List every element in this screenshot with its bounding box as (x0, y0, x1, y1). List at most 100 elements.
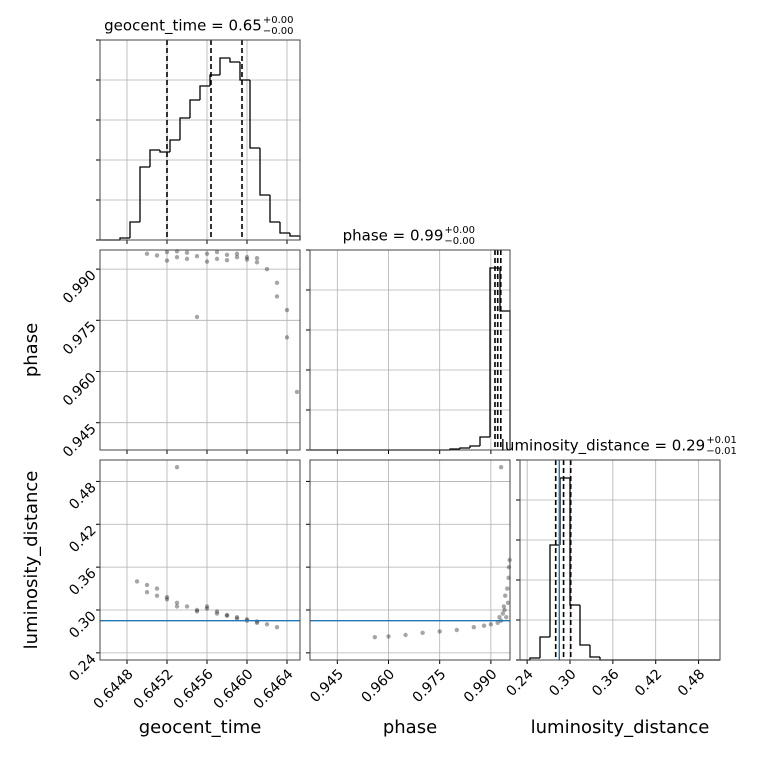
sample-point (244, 254, 250, 260)
sample-point (497, 614, 502, 620)
histogram-step (279, 222, 290, 234)
sample-point (224, 612, 230, 618)
title-text: luminosity_distance = 0.29 (501, 437, 705, 456)
histogram-step (239, 62, 250, 81)
sample-point (274, 280, 280, 285)
sample-point (184, 250, 190, 255)
y-tick-label: 0.990 (60, 267, 100, 307)
y-tick-label: 0.975 (60, 319, 100, 359)
y-tick-label: 0.42 (66, 523, 99, 556)
sample-point (254, 619, 260, 624)
x-tick-label: 0.48 (675, 666, 708, 699)
x-tick-label: 0.24 (503, 666, 536, 699)
histogram-step (229, 58, 240, 63)
sample-point (234, 614, 240, 620)
sample-point (194, 607, 200, 613)
sample-point (481, 623, 487, 628)
sample-point (234, 254, 240, 260)
plot-frame (99, 39, 301, 241)
sample-point (284, 335, 290, 340)
sample-point (234, 616, 240, 621)
histogram-step (149, 149, 160, 167)
histogram-step (209, 74, 220, 86)
sample-point (244, 257, 250, 262)
sample-point (214, 249, 220, 255)
sample-point (284, 307, 290, 313)
x-axis-label: geocent_time (139, 717, 262, 738)
x-tick-label: 0.975 (410, 666, 450, 706)
sample-point (254, 255, 260, 261)
histogram-step (269, 195, 280, 223)
histogram-step (199, 85, 210, 100)
sample-point (164, 258, 170, 263)
title-lower: −0.01 (706, 446, 737, 457)
histogram-step (179, 117, 190, 140)
title-text: phase = 0.99 (343, 227, 444, 245)
histogram-step (539, 636, 550, 658)
sample-point (224, 613, 230, 618)
histogram-step (549, 544, 560, 637)
sample-point (506, 564, 512, 570)
sample-point (204, 259, 210, 264)
title-upper: +0.01 (706, 435, 737, 446)
x-axis-label: phase (383, 717, 437, 738)
sample-point (144, 589, 150, 595)
plot-frame (309, 249, 511, 451)
title-upper: +0.00 (444, 225, 475, 236)
plot-background (310, 250, 510, 450)
histogram-step (529, 657, 540, 660)
x-tick-label: 0.6448 (91, 666, 137, 712)
sample-point (164, 249, 170, 255)
x-tick-label: 0.30 (546, 666, 579, 699)
sample-point (214, 256, 220, 262)
x-tick-label: 0.42 (632, 666, 665, 699)
sample-point (144, 582, 150, 588)
sample-point (504, 614, 509, 620)
sample-point (144, 251, 150, 256)
sample-point (184, 256, 190, 262)
histogram-step (459, 447, 470, 449)
sample-point (274, 624, 280, 630)
sample-point (386, 634, 391, 639)
sample-point (224, 258, 230, 263)
plot-background (100, 40, 300, 240)
plot-frame (519, 459, 721, 661)
sample-point (194, 314, 200, 320)
x-tick-label: 0.990 (461, 666, 501, 706)
y-axis-label: luminosity_distance (21, 471, 42, 650)
sample-point (403, 632, 408, 638)
title-upper: +0.00 (263, 15, 294, 26)
sample-point (254, 260, 260, 265)
plot-background (520, 460, 720, 660)
plot-frame (309, 459, 511, 661)
y-tick-label: 0.945 (60, 421, 100, 461)
sample-point (502, 607, 507, 613)
sample-point (254, 620, 260, 626)
sample-point (488, 622, 494, 627)
sample-point (420, 630, 425, 636)
sample-point (194, 609, 200, 614)
sample-point (503, 593, 508, 598)
sample-point (264, 266, 270, 272)
panel-title: phase = 0.99 +0.00−0.00 (343, 225, 475, 247)
title-text: geocent_time = 0.65 (104, 17, 262, 36)
plot-background (100, 460, 300, 660)
sample-point (294, 389, 300, 395)
x-tick-label: 0.36 (589, 666, 622, 699)
sample-point (372, 634, 378, 640)
sample-point (154, 593, 160, 598)
sample-point (134, 579, 140, 584)
histogram-step (589, 645, 600, 658)
histogram-step (139, 166, 150, 222)
x-tick-label: 0.6456 (171, 666, 217, 712)
sample-point (471, 624, 477, 630)
y-tick-label: 0.960 (60, 370, 100, 410)
sample-point (174, 600, 180, 606)
sample-point (505, 600, 511, 606)
x-axis-label: luminosity_distance (531, 717, 710, 738)
sample-point (501, 604, 507, 609)
plot-frame (99, 459, 301, 661)
title-lower: −0.00 (444, 236, 475, 247)
panel-title: geocent_time = 0.65 +0.00−0.00 (104, 15, 293, 37)
x-tick-label: 0.6464 (251, 666, 297, 712)
